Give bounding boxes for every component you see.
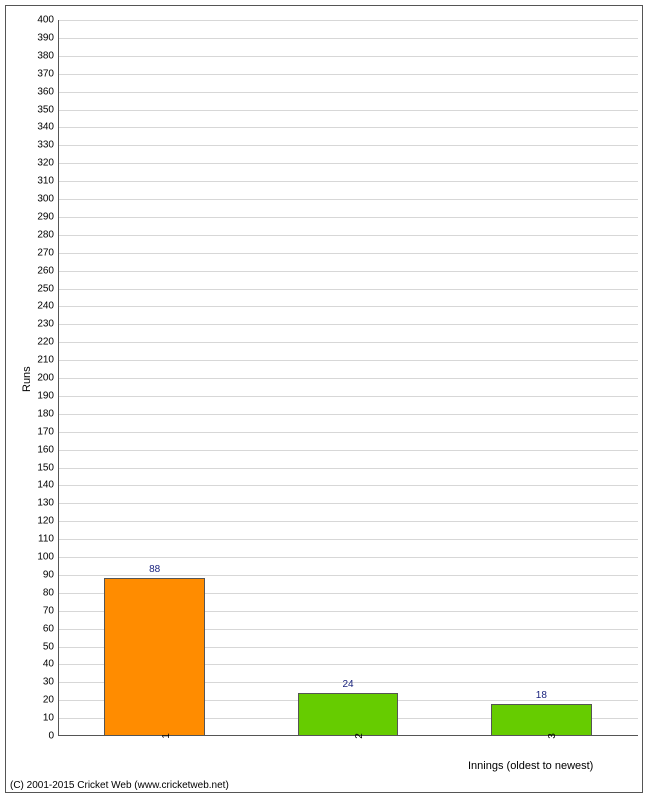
gridline — [58, 396, 638, 397]
chart-frame: 0 10 20 30 40 50 60 70 80 90 100 110 120 130 140 150 160… — [5, 5, 643, 793]
gridline — [58, 253, 638, 254]
y-tick-label: 270 — [37, 247, 58, 258]
y-tick-label: 380 — [37, 50, 58, 61]
x-axis-label: Innings (oldest to newest) — [468, 760, 593, 772]
y-tick-label: 60 — [43, 623, 58, 634]
gridline — [58, 414, 638, 415]
y-tick-label: 280 — [37, 229, 58, 240]
gridline — [58, 432, 638, 433]
gridline — [58, 74, 638, 75]
y-tick-label: 140 — [37, 480, 58, 491]
y-tick-label: 390 — [37, 32, 58, 43]
y-tick-label: 0 — [48, 731, 58, 742]
gridline — [58, 378, 638, 379]
gridline — [58, 56, 638, 57]
gridline — [58, 360, 638, 361]
gridline — [58, 306, 638, 307]
gridline — [58, 181, 638, 182]
bar-value-label: 18 — [536, 690, 547, 701]
y-tick-label: 320 — [37, 158, 58, 169]
y-tick-label: 50 — [43, 641, 58, 652]
gridline — [58, 468, 638, 469]
y-tick-label: 360 — [37, 86, 58, 97]
y-tick-label: 310 — [37, 176, 58, 187]
y-tick-label: 250 — [37, 283, 58, 294]
y-tick-label: 400 — [37, 15, 58, 26]
credit-text: (C) 2001-2015 Cricket Web (www.cricketwe… — [10, 780, 229, 791]
y-tick-label: 260 — [37, 265, 58, 276]
gridline — [58, 217, 638, 218]
y-tick-label: 90 — [43, 569, 58, 580]
x-tick-label: 1 — [155, 733, 172, 739]
y-tick-label: 80 — [43, 587, 58, 598]
gridline — [58, 503, 638, 504]
gridline — [58, 521, 638, 522]
y-tick-label: 350 — [37, 104, 58, 115]
y-tick-label: 190 — [37, 390, 58, 401]
y-tick-label: 200 — [37, 373, 58, 384]
y-tick-label: 120 — [37, 516, 58, 527]
x-tick-label: 2 — [348, 733, 365, 739]
y-tick-label: 30 — [43, 677, 58, 688]
gridline — [58, 289, 638, 290]
gridline — [58, 271, 638, 272]
y-axis-label: Runs — [21, 366, 33, 392]
gridline — [58, 342, 638, 343]
gridline — [58, 557, 638, 558]
gridline — [58, 235, 638, 236]
gridline — [58, 485, 638, 486]
y-axis-line — [58, 20, 59, 736]
y-tick-label: 220 — [37, 337, 58, 348]
y-tick-label: 160 — [37, 444, 58, 455]
bar — [104, 578, 205, 736]
y-tick-label: 340 — [37, 122, 58, 133]
y-tick-label: 20 — [43, 695, 58, 706]
y-tick-label: 290 — [37, 211, 58, 222]
y-tick-label: 180 — [37, 408, 58, 419]
gridline — [58, 38, 638, 39]
bar — [298, 693, 399, 736]
y-tick-label: 370 — [37, 68, 58, 79]
gridline — [58, 20, 638, 21]
bar-value-label: 24 — [342, 679, 353, 690]
y-tick-label: 230 — [37, 319, 58, 330]
plot-area: 0102030405060708090100110120130140150160… — [58, 20, 638, 736]
gridline — [58, 92, 638, 93]
gridline — [58, 575, 638, 576]
y-tick-label: 240 — [37, 301, 58, 312]
gridline — [58, 324, 638, 325]
gridline — [58, 539, 638, 540]
y-tick-label: 100 — [37, 552, 58, 563]
y-tick-label: 110 — [38, 534, 58, 545]
y-tick-label: 130 — [37, 498, 58, 509]
gridline — [58, 127, 638, 128]
y-tick-label: 210 — [37, 355, 58, 366]
y-tick-label: 150 — [37, 462, 58, 473]
bar-value-label: 88 — [149, 564, 160, 575]
y-tick-label: 300 — [37, 194, 58, 205]
y-tick-label: 330 — [37, 140, 58, 151]
gridline — [58, 110, 638, 111]
gridline — [58, 145, 638, 146]
y-tick-label: 170 — [37, 426, 58, 437]
y-tick-label: 40 — [43, 659, 58, 670]
bar — [491, 704, 592, 736]
gridline — [58, 163, 638, 164]
y-tick-label: 70 — [43, 605, 58, 616]
gridline — [58, 450, 638, 451]
y-tick-label: 10 — [43, 713, 58, 724]
gridline — [58, 199, 638, 200]
x-tick-label: 3 — [541, 733, 558, 739]
